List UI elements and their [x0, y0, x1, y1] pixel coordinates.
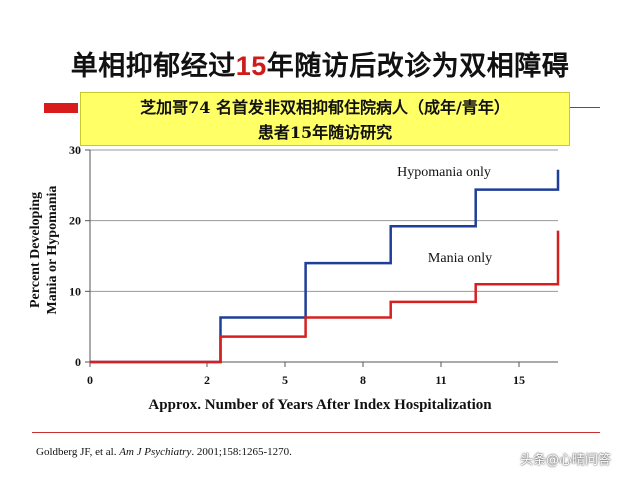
x-tick-label: 2 [204, 373, 210, 387]
citation-authors: Goldberg JF, et al. [36, 446, 120, 458]
x-axis-label: Approx. Number of Years After Index Hosp… [148, 397, 492, 413]
label-layer: 0 10 20 30 0 2 5 8 11 15 Hypomania only Mania only [69, 143, 525, 387]
subtitle-box: 芝加哥74 名首发非双相抑郁住院病人（成年/青年） 患者15年随访研究 [80, 92, 570, 146]
grid-layer [90, 149, 558, 292]
x-tick-label: 5 [282, 373, 288, 387]
footer-divider [32, 432, 600, 433]
decorative-bar [44, 103, 78, 113]
title-text-pre: 单相抑郁经过 [70, 51, 236, 82]
series-label-hypomania-only: Hypomania only [397, 165, 491, 180]
citation-details: . 2001;158:1265-1270. [191, 446, 292, 458]
subtitle-line-2: 患者15年随访研究 [257, 123, 393, 142]
title-number: 15 [235, 51, 267, 81]
series-layer [90, 169, 560, 364]
x-tick-label: 15 [513, 373, 525, 387]
y-tick-label: 10 [69, 284, 81, 298]
citation-journal: Am J Psychiatry [119, 446, 192, 458]
y-tick-label: 20 [69, 214, 81, 228]
title-text-post: 年随访后改诊为双相障碍 [266, 51, 570, 82]
series-line-hypomania-only [90, 169, 560, 364]
y-tick-label: 0 [75, 355, 81, 369]
subtitle-line-1: 芝加哥74 名首发非双相抑郁住院病人（成年/青年） [140, 98, 510, 117]
x-tick-label: 8 [360, 373, 366, 387]
x-tick-label: 11 [435, 373, 446, 387]
series-line-mania-only [90, 230, 560, 364]
y-tick-label: 30 [69, 143, 81, 157]
watermark: 头条@心晴问答 [520, 453, 612, 468]
series-label-mania-only: Mania only [428, 251, 492, 266]
decorative-line [570, 107, 600, 108]
slide-title: 单相抑郁经过15年随访后改诊为双相障碍 [0, 44, 640, 83]
citation: Goldberg JF, et al. Am J Psychiatry. 200… [36, 446, 292, 458]
x-tick-label: 0 [87, 373, 93, 387]
